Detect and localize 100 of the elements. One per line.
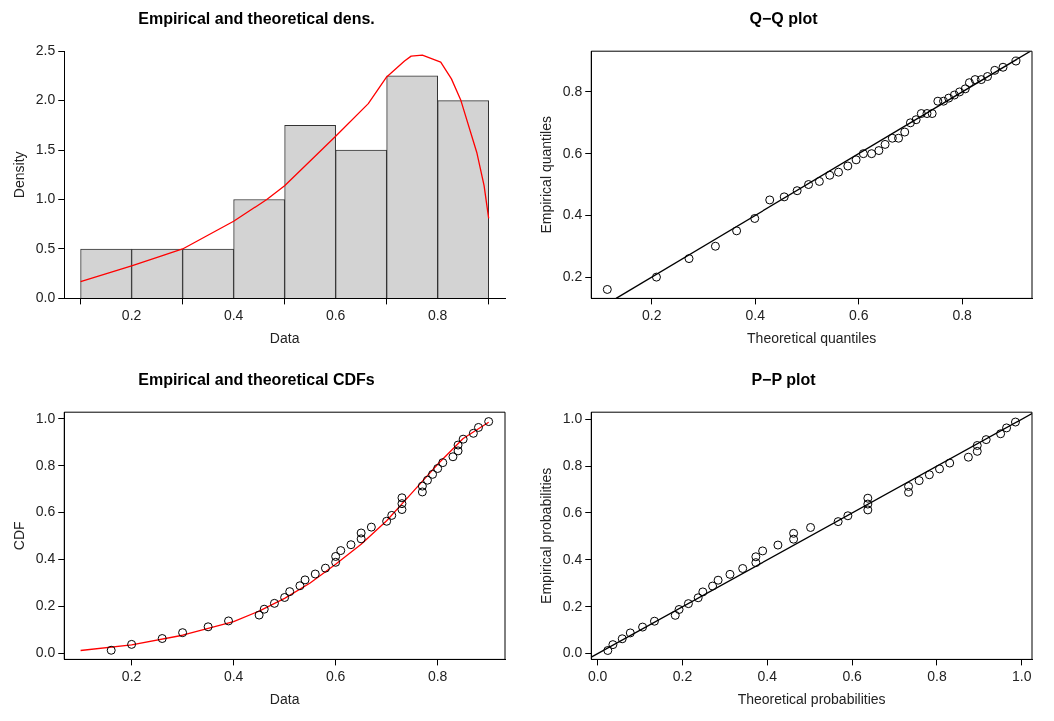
point <box>1011 56 1021 66</box>
point <box>863 505 873 515</box>
point <box>422 475 432 485</box>
point <box>157 634 167 644</box>
point <box>725 569 735 579</box>
point <box>924 470 934 480</box>
x-axis-title: Theoretical quantiles <box>747 330 877 347</box>
point <box>905 118 915 128</box>
point <box>863 499 873 509</box>
point <box>397 493 407 503</box>
y-tick-label: 0.0 <box>35 289 56 306</box>
point <box>259 604 269 614</box>
point <box>927 109 937 119</box>
point <box>178 628 188 638</box>
point <box>382 516 392 526</box>
point <box>649 616 659 626</box>
y-tick-label: 0.8 <box>562 456 583 473</box>
point <box>651 272 661 282</box>
point <box>911 115 921 125</box>
point <box>960 84 970 94</box>
point <box>713 575 723 585</box>
point <box>904 481 914 491</box>
point <box>765 195 775 205</box>
x-tick-label: 0.6 <box>325 667 346 684</box>
point <box>814 176 824 186</box>
x-axis-title: Data <box>269 691 300 708</box>
y-tick-label: 0.2 <box>562 267 583 284</box>
y-tick-label: 0.6 <box>562 503 583 520</box>
y-axis-title: Empirical probabilities <box>538 467 555 604</box>
point <box>1002 423 1012 433</box>
point <box>387 510 397 520</box>
point <box>417 481 427 491</box>
point <box>346 540 356 550</box>
point <box>880 139 890 149</box>
point <box>955 87 965 97</box>
chart-title: Q−Q plot <box>749 10 819 28</box>
point <box>789 528 799 538</box>
point <box>269 598 279 608</box>
point <box>670 610 680 620</box>
point <box>468 428 478 438</box>
point <box>914 476 924 486</box>
y-axis-title: CDF <box>11 521 28 551</box>
y-tick-label: 0.2 <box>35 597 56 614</box>
point <box>106 645 116 655</box>
point <box>887 133 897 143</box>
y-tick-label: 1.0 <box>562 410 583 427</box>
x-tick-label: 0.2 <box>121 306 142 323</box>
x-axis-title: Data <box>269 330 300 347</box>
point <box>473 422 483 432</box>
y-tick-label: 1.0 <box>35 190 56 207</box>
point <box>976 75 986 85</box>
point <box>792 186 802 196</box>
point <box>963 452 973 462</box>
point <box>843 161 853 171</box>
point <box>1010 417 1020 427</box>
point <box>254 610 264 620</box>
point <box>397 499 407 509</box>
y-tick-label: 1.0 <box>35 409 56 426</box>
point <box>366 522 376 532</box>
y-tick-label: 0.2 <box>562 597 583 614</box>
point <box>970 75 980 85</box>
y-tick-label: 0.8 <box>562 82 583 99</box>
point <box>981 435 991 445</box>
point <box>939 96 949 106</box>
point <box>448 452 458 462</box>
y-tick-label: 0.4 <box>562 550 583 567</box>
x-tick-label: 0.6 <box>842 667 863 684</box>
y-tick-label: 0.4 <box>562 206 583 223</box>
x-tick-label: 0.6 <box>325 306 346 323</box>
point <box>933 96 943 106</box>
point <box>310 569 320 579</box>
point <box>773 540 783 550</box>
y-tick-label: 0.0 <box>562 644 583 661</box>
chart-title: Empirical and theoretical dens. <box>138 10 375 28</box>
point <box>708 581 718 591</box>
point <box>320 563 330 573</box>
x-tick-label: 0.2 <box>121 667 142 684</box>
point <box>617 634 627 644</box>
y-tick-label: 2.5 <box>35 42 56 59</box>
chart-title: P−P plot <box>751 371 817 389</box>
point <box>863 493 873 503</box>
point <box>983 72 993 82</box>
point <box>397 505 407 515</box>
y-tick-label: 0.6 <box>562 144 583 161</box>
x-tick-label: 0.4 <box>745 306 766 323</box>
point <box>295 581 305 591</box>
point <box>710 241 720 251</box>
point <box>684 254 694 264</box>
x-tick-label: 0.4 <box>757 667 778 684</box>
y-tick-label: 0.6 <box>35 503 56 520</box>
x-tick-label: 0.8 <box>427 306 448 323</box>
point <box>356 534 366 544</box>
point <box>693 593 703 603</box>
point <box>453 446 463 456</box>
point <box>900 127 910 137</box>
point <box>894 133 904 143</box>
x-tick-label: 0.4 <box>223 306 244 323</box>
point <box>698 587 708 597</box>
point <box>453 440 463 450</box>
point <box>417 487 427 497</box>
